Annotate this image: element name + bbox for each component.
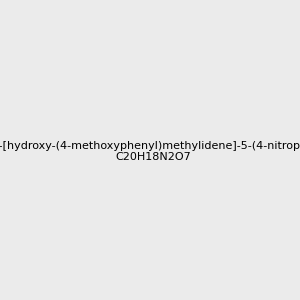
- Text: (4Z)-1-(2-hydroxyethyl)-4-[hydroxy-(4-methoxyphenyl)methylidene]-5-(4-nitropheny: (4Z)-1-(2-hydroxyethyl)-4-[hydroxy-(4-me…: [0, 141, 300, 162]
